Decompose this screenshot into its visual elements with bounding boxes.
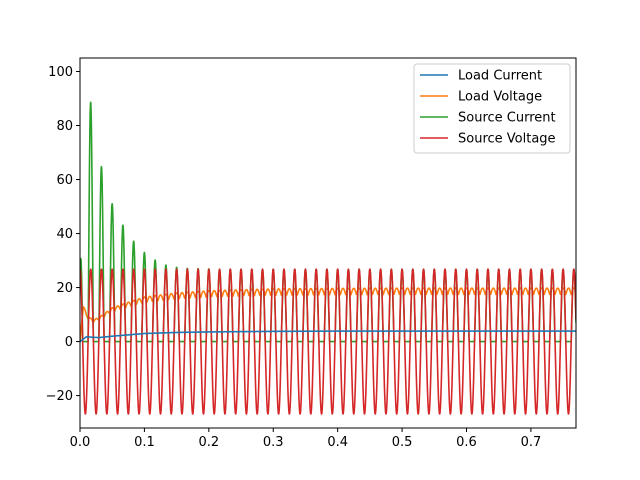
legend-entry: Source Current	[420, 111, 556, 126]
x-tick-label: 0.2	[198, 435, 219, 450]
x-axis: 0.0 0.1 0.2 0.3 0.4 0.5 0.6 0.7	[70, 428, 542, 450]
legend: Load Current Load Voltage Source Current So…	[413, 63, 571, 154]
y-tick-label: 60	[56, 173, 73, 188]
legend-label: Load Voltage	[458, 90, 542, 105]
y-tick-label: 20	[56, 281, 73, 296]
legend-label: Source Voltage	[458, 132, 556, 147]
x-tick-label: 0.7	[521, 435, 542, 450]
y-tick-label: 40	[56, 227, 73, 242]
legend-label: Source Current	[458, 111, 556, 126]
legend-entry: Load Voltage	[420, 90, 542, 105]
legend-box	[413, 63, 571, 154]
axes-frame	[79, 57, 577, 429]
x-tick-label: 0.0	[70, 435, 91, 450]
y-tick-label: 0	[65, 335, 73, 350]
series-layer	[80, 101, 576, 415]
x-tick-label: 0.5	[392, 435, 413, 450]
x-tick-label: 0.3	[263, 435, 284, 450]
legend-label: Load Current	[458, 69, 542, 84]
x-tick-label: 0.1	[134, 435, 155, 450]
y-tick-label: 80	[56, 119, 73, 134]
x-tick-label: 0.6	[456, 435, 477, 450]
x-tick-label: 0.4	[327, 435, 348, 450]
y-axis: −20 0 20 40 60 80 100	[46, 65, 80, 404]
y-tick-label: 100	[48, 65, 73, 80]
series-line-source-voltage	[80, 268, 576, 415]
y-tick-label: −20	[46, 389, 73, 404]
legend-entry: Load Current	[420, 69, 542, 84]
legend-entry: Source Voltage	[420, 132, 556, 147]
series-line-load-current	[80, 330, 576, 343]
